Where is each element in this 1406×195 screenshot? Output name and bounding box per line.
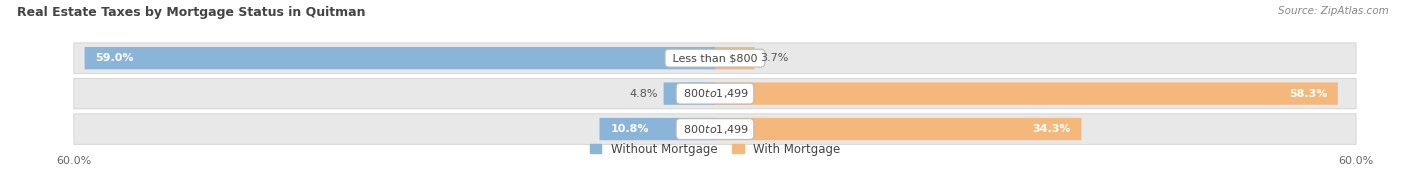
Text: 3.7%: 3.7% bbox=[759, 53, 789, 63]
Text: 59.0%: 59.0% bbox=[96, 53, 134, 63]
FancyBboxPatch shape bbox=[75, 78, 1355, 109]
Text: Less than $800: Less than $800 bbox=[669, 53, 761, 63]
Text: Source: ZipAtlas.com: Source: ZipAtlas.com bbox=[1278, 6, 1389, 16]
FancyBboxPatch shape bbox=[75, 43, 1355, 73]
Text: Real Estate Taxes by Mortgage Status in Quitman: Real Estate Taxes by Mortgage Status in … bbox=[17, 6, 366, 19]
FancyBboxPatch shape bbox=[714, 47, 755, 69]
FancyBboxPatch shape bbox=[664, 82, 716, 105]
FancyBboxPatch shape bbox=[599, 118, 716, 140]
Text: $800 to $1,499: $800 to $1,499 bbox=[681, 87, 749, 100]
Text: 58.3%: 58.3% bbox=[1289, 89, 1327, 99]
Text: $800 to $1,499: $800 to $1,499 bbox=[681, 122, 749, 136]
Text: 4.8%: 4.8% bbox=[630, 89, 658, 99]
Legend: Without Mortgage, With Mortgage: Without Mortgage, With Mortgage bbox=[589, 143, 841, 156]
FancyBboxPatch shape bbox=[714, 118, 1081, 140]
FancyBboxPatch shape bbox=[84, 47, 716, 69]
FancyBboxPatch shape bbox=[75, 114, 1355, 144]
FancyBboxPatch shape bbox=[714, 82, 1339, 105]
Text: 34.3%: 34.3% bbox=[1032, 124, 1071, 134]
Text: 10.8%: 10.8% bbox=[610, 124, 648, 134]
